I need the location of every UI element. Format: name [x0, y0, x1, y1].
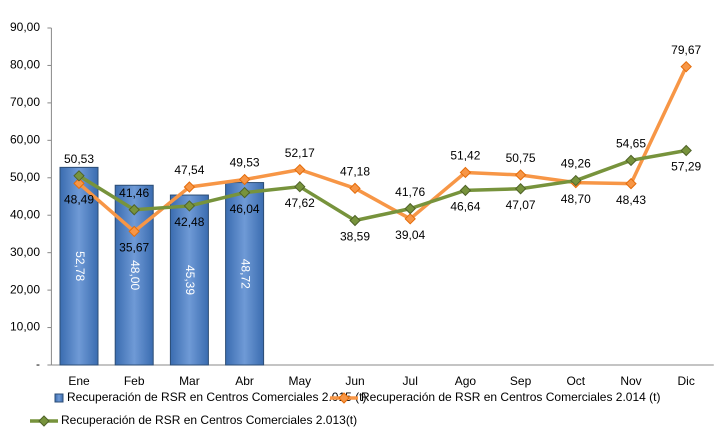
value-label: 57,29 [671, 160, 701, 174]
x-tick-label: Sep [510, 374, 532, 388]
marker [404, 202, 416, 215]
marker [128, 225, 140, 238]
value-label: 52,17 [285, 146, 315, 160]
marker [294, 163, 306, 176]
y-tick-label: 40,00 [10, 207, 40, 221]
marker [349, 182, 361, 195]
marker [73, 170, 85, 182]
value-label: 79,67 [671, 43, 701, 57]
line [78, 148, 687, 223]
x-tick-label: Jun [345, 374, 364, 388]
value-label: 38,59 [340, 230, 370, 244]
y-tick-label: 50,00 [10, 170, 40, 184]
value-label: 41,46 [119, 186, 149, 200]
y-tick-label: 60,00 [10, 133, 40, 147]
value-label: 48,49 [64, 193, 94, 207]
legend-marker [338, 392, 350, 404]
y-tick-label: 70,00 [10, 95, 40, 109]
value-label: 47,54 [174, 163, 204, 177]
y-tick-label: 80,00 [10, 58, 40, 72]
legend-label: Recuperación de RSR en Centros Comercial… [61, 413, 357, 427]
legend-label: Recuperación de RSR en Centros Comercial… [361, 390, 660, 404]
legend-marker [38, 415, 50, 427]
marker [680, 60, 692, 73]
x-tick-label: Ago [455, 374, 477, 388]
marker [349, 214, 361, 227]
value-label: 42,48 [174, 215, 204, 229]
value-label: 49,26 [561, 157, 591, 171]
marker [459, 184, 472, 197]
bar-value-label: 52,78 [73, 251, 87, 281]
value-label: 48,43 [616, 193, 646, 207]
value-label: 54,65 [616, 137, 646, 151]
marker [459, 166, 472, 179]
marker [73, 177, 85, 190]
line [77, 65, 688, 234]
marker [238, 173, 251, 186]
value-label: 41,76 [395, 185, 425, 199]
x-tick-label: Jul [403, 374, 418, 388]
x-tick-label: Dic [678, 374, 695, 388]
x-tick-label: Ene [68, 374, 90, 388]
value-label: 50,75 [506, 151, 536, 165]
value-label: 48,70 [561, 192, 591, 206]
legend-label: Recuperación de RSR en Centros Comercial… [67, 390, 366, 404]
value-label: 46,04 [230, 202, 260, 216]
legend-swatch [54, 393, 64, 403]
marker [625, 177, 637, 190]
bar [169, 194, 209, 366]
x-tick-label: Nov [620, 374, 641, 388]
y-tick-label: 90,00 [10, 20, 40, 34]
x-tick-label: Oct [566, 374, 585, 388]
marker [238, 186, 251, 199]
marker [570, 174, 582, 187]
marker [514, 169, 527, 181]
value-label: 47,18 [340, 165, 370, 179]
bar [59, 166, 99, 366]
value-label: 47,62 [285, 196, 315, 210]
value-label: 39,04 [395, 228, 425, 242]
marker [128, 204, 140, 216]
value-label: 49,53 [230, 156, 260, 170]
value-label: 50,53 [64, 152, 94, 166]
y-tick-label: - [36, 357, 40, 371]
value-label: 47,07 [506, 198, 536, 212]
y-tick-label: 20,00 [10, 282, 40, 296]
bar-value-label: 48,72 [238, 259, 252, 289]
marker [294, 180, 306, 193]
y-tick-label: 10,00 [10, 320, 40, 334]
y-tick-label: 30,00 [10, 245, 40, 259]
x-tick-label: May [288, 374, 311, 388]
marker [404, 213, 416, 225]
marker [680, 144, 692, 157]
marker [183, 181, 196, 193]
value-label: 51,42 [450, 149, 480, 163]
bar-value-label: 48,00 [128, 260, 142, 290]
x-tick-label: Feb [124, 374, 145, 388]
x-tick-label: Abr [235, 374, 254, 388]
marker [183, 200, 196, 212]
x-tick-label: Mar [179, 374, 200, 388]
bar-value-label: 45,39 [183, 265, 197, 295]
value-label: 46,64 [450, 200, 480, 214]
marker [514, 183, 527, 195]
value-label: 35,67 [119, 241, 149, 255]
marker [625, 154, 637, 167]
